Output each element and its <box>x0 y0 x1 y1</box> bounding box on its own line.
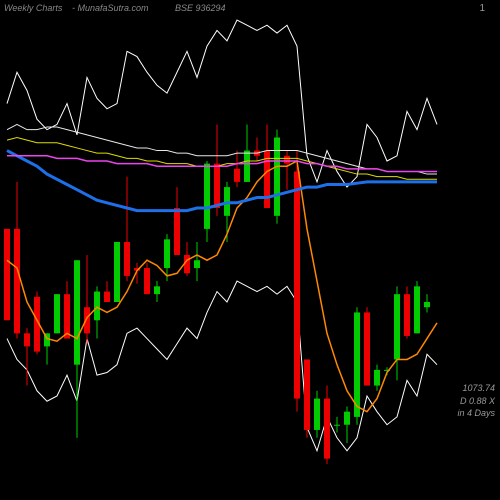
chart-right-val: 1 <box>479 3 485 14</box>
chart-title-2: - MunafaSutra.com <box>72 3 149 13</box>
info-days: in 4 Days <box>457 407 495 420</box>
chart-ticker: BSE 936294 <box>175 3 226 13</box>
candlestick-chart <box>0 0 500 500</box>
info-price: 1073.74 <box>457 382 495 395</box>
info-ratio: D 0.88 X <box>457 395 495 408</box>
chart-title-1: Weekly Charts <box>4 3 62 13</box>
chart-container: Weekly Charts - MunafaSutra.com BSE 9362… <box>0 0 500 500</box>
price-info-box: 1073.74 D 0.88 X in 4 Days <box>457 382 495 420</box>
